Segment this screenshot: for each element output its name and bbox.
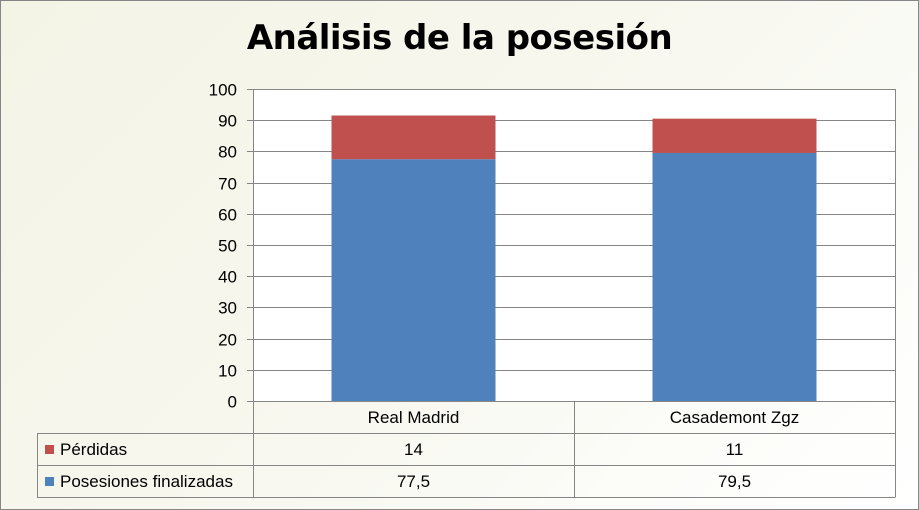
- legend-key: [45, 445, 54, 454]
- y-tick-label: 30: [218, 299, 237, 318]
- bar-pérdidas: [331, 115, 496, 160]
- y-tick-label: 60: [218, 206, 237, 225]
- y-tick-label: 20: [218, 331, 237, 350]
- bar-pérdidas: [652, 118, 817, 153]
- y-tick-label: 10: [218, 362, 237, 381]
- legend-label: Posesiones finalizadas: [60, 472, 233, 491]
- data-table-value: 11: [726, 440, 744, 459]
- bar-posesiones-finalizadas: [652, 152, 817, 401]
- category-label: Real Madrid: [368, 408, 460, 427]
- data-table-value: 77,5: [397, 472, 430, 491]
- y-tick-label: 40: [218, 268, 237, 287]
- y-tick-label: 50: [218, 237, 237, 256]
- y-tick-label: 80: [218, 143, 237, 162]
- data-table-value: 14: [404, 440, 423, 459]
- data-table-value: 79,5: [718, 472, 751, 491]
- chart-title: Análisis de la posesión: [246, 18, 673, 58]
- y-tick-label: 70: [218, 175, 237, 194]
- category-label: Casademont Zgz: [670, 408, 799, 427]
- y-tick-label: 100: [209, 81, 237, 100]
- legend-key: [45, 477, 54, 486]
- legend-label: Pérdidas: [60, 440, 127, 459]
- y-tick-label: 90: [218, 112, 237, 131]
- bar-posesiones-finalizadas: [331, 159, 496, 401]
- y-tick-label: 0: [228, 393, 237, 412]
